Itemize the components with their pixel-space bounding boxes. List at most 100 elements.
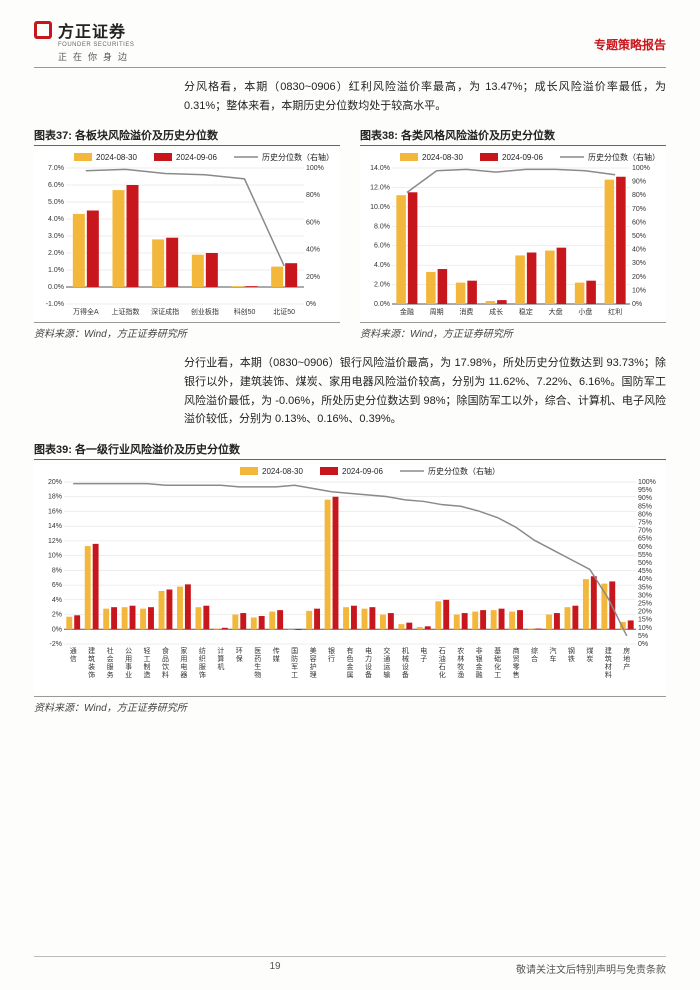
svg-text:0%: 0% <box>632 301 642 308</box>
svg-text:纺织服饰: 纺织服饰 <box>199 646 206 679</box>
svg-text:2024-08-30: 2024-08-30 <box>262 467 303 476</box>
svg-text:成长: 成长 <box>489 307 503 316</box>
svg-text:10.0%: 10.0% <box>370 204 390 211</box>
chart-38-block: 图表38: 各类风格风险溢价及历史分位数 2024-08-302024-09-0… <box>360 127 666 340</box>
svg-text:0.0%: 0.0% <box>48 284 64 291</box>
svg-text:5%: 5% <box>638 633 648 640</box>
svg-text:消费: 消费 <box>459 307 473 316</box>
chart-39-canvas: 2024-08-30 2024-09-06 历史分位数（右轴） -2% 0% 2% 4% 6%… <box>34 464 666 694</box>
svg-text:10%: 10% <box>632 288 646 295</box>
svg-text:汽车: 汽车 <box>549 646 556 663</box>
chart-37-canvas: 2024-08-30 2024-09-06 历史分位数（右轴） -1.0% 0.0% 1.… <box>34 150 340 320</box>
svg-text:深证成指: 深证成指 <box>151 307 179 316</box>
svg-text:6.0%: 6.0% <box>374 243 390 250</box>
svg-text:医药生物: 医药生物 <box>254 647 261 679</box>
svg-text:80%: 80% <box>638 512 652 519</box>
svg-text:历史分位数（右轴）: 历史分位数（右轴） <box>428 466 500 476</box>
svg-text:综合: 综合 <box>531 646 538 663</box>
svg-text:国防军工: 国防军工 <box>291 647 298 679</box>
svg-text:16%: 16% <box>48 509 62 516</box>
svg-text:14.0%: 14.0% <box>370 165 390 172</box>
svg-text:14%: 14% <box>48 523 62 530</box>
svg-text:有色金属: 有色金属 <box>347 646 354 679</box>
svg-text:30%: 30% <box>632 261 646 268</box>
svg-text:30%: 30% <box>638 593 652 600</box>
svg-text:7.0%: 7.0% <box>48 165 64 172</box>
svg-text:红利: 红利 <box>608 307 622 316</box>
svg-text:计算机: 计算机 <box>217 646 224 671</box>
svg-text:家用电器: 家用电器 <box>180 646 187 679</box>
svg-text:-2%: -2% <box>50 641 62 648</box>
svg-text:60%: 60% <box>638 544 652 551</box>
svg-text:20%: 20% <box>632 274 646 281</box>
svg-text:房地产: 房地产 <box>623 646 630 671</box>
svg-text:55%: 55% <box>638 552 652 559</box>
svg-text:银行: 银行 <box>328 646 335 663</box>
svg-text:40%: 40% <box>306 247 320 254</box>
svg-text:0%: 0% <box>638 641 648 648</box>
page-header: 方正证券 FOUNDER SECURITIES 正在你身边 专题策略报告 <box>34 18 666 68</box>
svg-text:通信: 通信 <box>70 646 77 663</box>
svg-text:50%: 50% <box>638 560 652 567</box>
page-footer: 19 敬请关注文后特别声明与免责条款 <box>34 956 666 976</box>
svg-text:6%: 6% <box>52 582 62 589</box>
doc-type-label: 专题策略报告 <box>594 36 666 53</box>
svg-text:4%: 4% <box>52 597 62 604</box>
svg-text:90%: 90% <box>638 495 652 502</box>
paragraph-2: 分行业看，本期（0830~0906）银行风险溢价最高，为 17.98%，所处历史… <box>184 354 666 429</box>
svg-text:建筑装饰: 建筑装饰 <box>88 646 95 679</box>
svg-text:美容护理: 美容护理 <box>310 646 317 679</box>
svg-text:2.0%: 2.0% <box>374 282 390 289</box>
svg-text:12.0%: 12.0% <box>370 185 390 192</box>
footer-disclaimer: 敬请关注文后特别声明与免责条款 <box>516 961 666 976</box>
svg-text:轻工制造: 轻工制造 <box>144 646 151 679</box>
svg-text:15%: 15% <box>638 617 652 624</box>
svg-text:75%: 75% <box>638 520 652 527</box>
svg-text:45%: 45% <box>638 568 652 575</box>
svg-text:2024-09-06: 2024-09-06 <box>342 467 383 476</box>
svg-text:40%: 40% <box>632 247 646 254</box>
chart-37-block: 图表37: 各板块风险溢价及历史分位数 2024-08-302024-09-06… <box>34 127 340 340</box>
svg-text:80%: 80% <box>632 193 646 200</box>
svg-text:20%: 20% <box>638 609 652 616</box>
svg-text:2024-08-30: 2024-08-30 <box>96 153 137 162</box>
svg-text:4.0%: 4.0% <box>48 216 64 223</box>
paragraph-1: 分风格看，本期（0830~0906）红利风险溢价率最高，为 13.47%；成长风… <box>184 78 666 115</box>
svg-text:50%: 50% <box>632 233 646 240</box>
svg-text:公用事业: 公用事业 <box>125 647 132 679</box>
svg-text:钢铁: 钢铁 <box>568 646 575 663</box>
svg-text:60%: 60% <box>632 220 646 227</box>
logo-en-text: FOUNDER SECURITIES <box>58 42 134 48</box>
svg-text:2024-09-06: 2024-09-06 <box>502 153 543 162</box>
svg-text:80%: 80% <box>306 193 320 200</box>
svg-text:稳定: 稳定 <box>519 307 533 316</box>
svg-text:20%: 20% <box>48 479 62 486</box>
svg-text:100%: 100% <box>632 165 650 172</box>
svg-text:70%: 70% <box>632 206 646 213</box>
svg-text:2024-09-06: 2024-09-06 <box>176 153 217 162</box>
svg-text:万得全A: 万得全A <box>73 307 99 316</box>
svg-text:10%: 10% <box>48 553 62 560</box>
svg-text:建筑材料: 建筑材料 <box>605 646 612 679</box>
svg-text:历史分位数（右轴）: 历史分位数（右轴） <box>588 152 660 162</box>
svg-text:35%: 35% <box>638 584 652 591</box>
svg-text:6.0%: 6.0% <box>48 182 64 189</box>
svg-text:煤炭: 煤炭 <box>586 646 593 663</box>
svg-text:10%: 10% <box>638 625 652 632</box>
svg-text:2.0%: 2.0% <box>48 250 64 257</box>
svg-text:2%: 2% <box>52 612 62 619</box>
svg-text:电子: 电子 <box>420 646 427 663</box>
svg-text:1.0%: 1.0% <box>48 267 64 274</box>
page-root: 方正证券 FOUNDER SECURITIES 正在你身边 专题策略报告 分风格… <box>0 0 700 990</box>
chart-39-source: 资料来源：Wind，方正证券研究所 <box>34 696 666 714</box>
svg-text:18%: 18% <box>48 494 62 501</box>
svg-text:金融: 金融 <box>400 307 414 316</box>
svg-text:25%: 25% <box>638 601 652 608</box>
svg-text:65%: 65% <box>638 536 652 543</box>
svg-text:70%: 70% <box>638 528 652 535</box>
svg-text:-1.0%: -1.0% <box>46 301 64 308</box>
svg-text:40%: 40% <box>638 576 652 583</box>
svg-text:0%: 0% <box>52 626 62 633</box>
svg-text:历史分位数（右轴）: 历史分位数（右轴） <box>262 152 334 162</box>
logo-cn-text: 方正证券 <box>58 18 126 42</box>
